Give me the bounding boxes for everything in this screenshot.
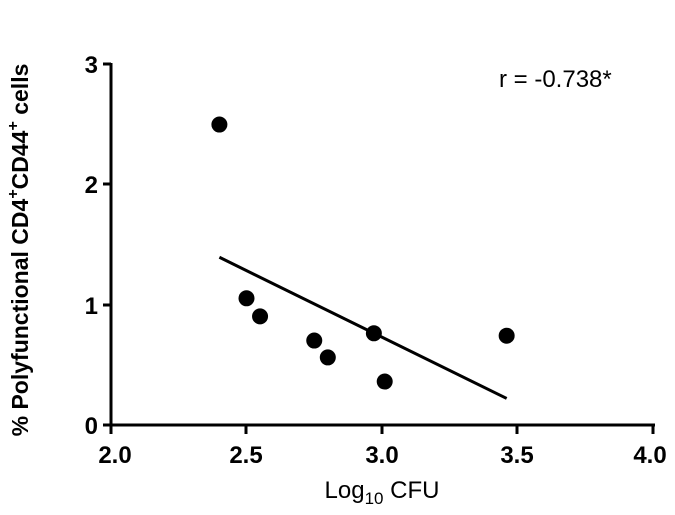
y-axis: 3 2 1 0	[85, 52, 113, 440]
x-tick-3-5: 3.5	[500, 442, 533, 469]
data-point	[238, 290, 255, 307]
data-points	[211, 116, 515, 390]
correlation-annotation: r = -0.738*	[499, 66, 612, 93]
y-tick-0: 0	[85, 413, 98, 440]
data-point	[306, 332, 323, 349]
y-axis-title: % Polyfunctional CD4+CD44+ cells	[5, 64, 33, 437]
x-tick-3-0: 3.0	[365, 442, 398, 469]
data-point	[376, 373, 393, 390]
x-tick-2-5: 2.5	[229, 442, 262, 469]
x-axis: 2.0 2.5 3.0 3.5 4.0	[98, 423, 667, 469]
data-point	[365, 325, 382, 342]
data-point	[498, 327, 515, 344]
y-tick-1: 1	[85, 293, 98, 320]
x-tick-2-0: 2.0	[98, 442, 131, 469]
x-axis-title: Log10 CFU	[325, 477, 440, 508]
data-point	[252, 308, 269, 325]
y-tick-3: 3	[85, 52, 98, 79]
y-tick-2: 2	[85, 172, 98, 199]
regression-line	[218, 255, 508, 400]
x-tick-4-0: 4.0	[633, 442, 666, 469]
data-point	[319, 349, 336, 366]
data-point	[211, 116, 228, 133]
